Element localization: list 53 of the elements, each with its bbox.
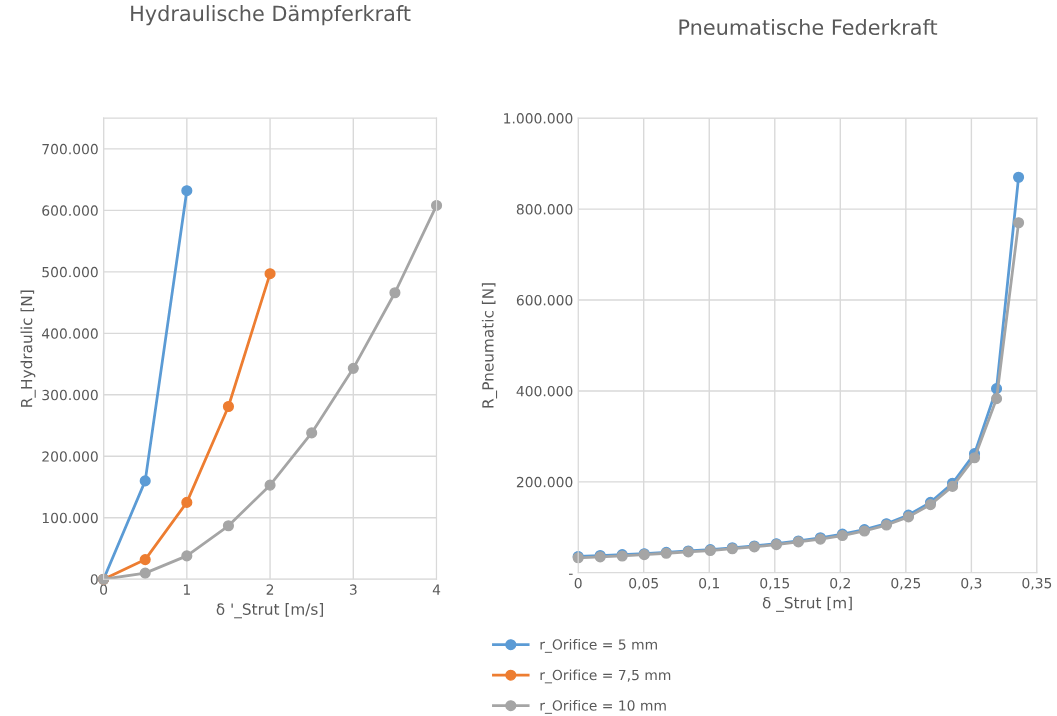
x-tick-label: 1 bbox=[183, 584, 190, 595]
point bbox=[430, 199, 443, 211]
y-tick-label: 300.000 bbox=[42, 389, 98, 401]
x-axis-title: δ _Strut [m] bbox=[762, 596, 852, 612]
chart-title: Pneumatische Federkraft bbox=[679, 18, 938, 36]
x-tick-label: 0,2 bbox=[830, 577, 850, 590]
x-tick-label: 3 bbox=[349, 584, 357, 595]
y-tick-label: 400.000 bbox=[516, 385, 573, 397]
y-tick-label: 400.000 bbox=[41, 328, 98, 339]
x-tick-label: 2 bbox=[266, 584, 274, 595]
x-tick-label: 0 bbox=[574, 577, 582, 589]
point bbox=[222, 400, 235, 413]
x-tick-label: 0,15 bbox=[760, 577, 790, 590]
chart-title: Hydraulische Dämpferkraft bbox=[131, 5, 411, 26]
y-tick-label: 200.000 bbox=[516, 476, 573, 488]
point bbox=[347, 362, 359, 374]
y-tick-label: 600.000 bbox=[42, 205, 98, 216]
point bbox=[389, 287, 401, 299]
y-axis-title: R_Pneumatic [N] bbox=[481, 283, 498, 408]
y-tick-label: 500.000 bbox=[42, 266, 98, 278]
point bbox=[222, 520, 235, 532]
x-tick-label: 0,3 bbox=[961, 577, 982, 590]
y-tick-label: 1.000.000 bbox=[504, 113, 573, 124]
x-tick-label: 0,35 bbox=[1022, 577, 1052, 590]
legend-label: r_Orifice = 10 mm bbox=[540, 699, 666, 714]
x-tick-label: 0 bbox=[100, 584, 108, 595]
point bbox=[139, 554, 151, 566]
x-axis-title: δ '_Strut [m/s] bbox=[216, 603, 323, 619]
point bbox=[1013, 171, 1025, 183]
point bbox=[181, 496, 193, 508]
y-tick-label: 100.000 bbox=[42, 512, 98, 524]
point bbox=[139, 567, 151, 579]
point bbox=[181, 185, 193, 197]
y-tick-label: 700.000 bbox=[42, 143, 98, 155]
point bbox=[181, 550, 193, 562]
y-tick-label: 600.000 bbox=[516, 294, 573, 306]
x-tick-label: 0,1 bbox=[699, 577, 720, 590]
y-axis-title: R_Hydraulic [N] bbox=[20, 290, 36, 407]
y-tick-label: 800.000 bbox=[516, 204, 573, 215]
y-tick-label: - bbox=[568, 573, 573, 575]
x-tick-label: 0,05 bbox=[629, 577, 658, 590]
point bbox=[306, 427, 318, 439]
legend-label: r_Orifice = 7,5 mm bbox=[540, 669, 671, 684]
point bbox=[139, 475, 151, 487]
legend-label: r_Orifice = 5 mm bbox=[540, 639, 657, 653]
x-tick-label: 0,25 bbox=[891, 577, 921, 590]
point bbox=[990, 393, 1003, 405]
point bbox=[1013, 217, 1025, 229]
point bbox=[264, 479, 276, 491]
y-tick-label: 200.000 bbox=[42, 451, 98, 462]
point bbox=[968, 452, 981, 464]
x-tick-label: 4 bbox=[432, 584, 441, 595]
point bbox=[264, 268, 276, 280]
